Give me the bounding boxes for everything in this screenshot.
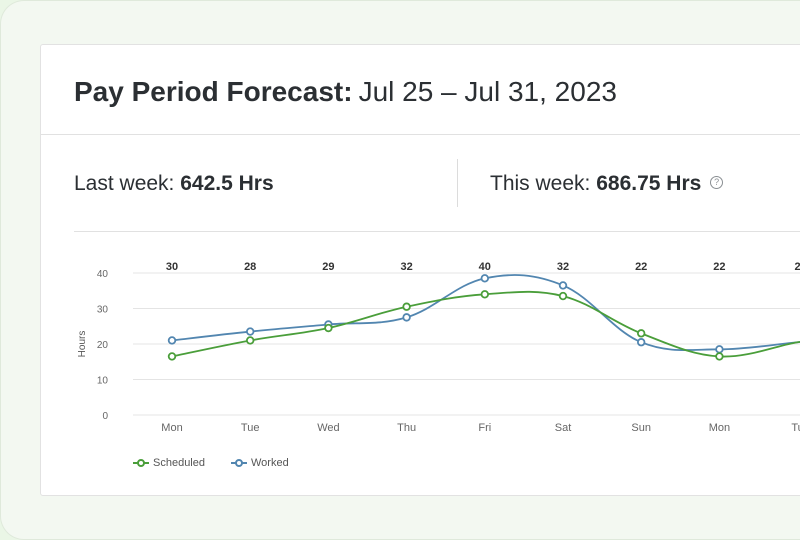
legend-worked-swatch — [231, 458, 247, 468]
stats-row: Last week: 642.5 Hrs This week: 686.75 H… — [41, 135, 800, 231]
forecast-card: Pay Period Forecast: Jul 25 – Jul 31, 202… — [40, 44, 800, 496]
legend-scheduled-label: Scheduled — [153, 457, 205, 469]
legend-worked-label: Worked — [251, 457, 289, 469]
legend-worked[interactable]: Worked — [231, 457, 289, 469]
card-header: Pay Period Forecast: Jul 25 – Jul 31, 202… — [41, 45, 800, 135]
last-week-value: 642.5 Hrs — [180, 172, 274, 195]
last-week-stat: Last week: 642.5 Hrs — [74, 172, 274, 196]
page-title: Pay Period Forecast: Jul 25 – Jul 31, 202… — [74, 76, 617, 108]
last-week-label: Last week: — [74, 172, 175, 195]
title-label: Pay Period Forecast: — [74, 76, 353, 107]
section-divider — [74, 231, 800, 232]
help-circle-icon[interactable]: ? — [710, 175, 724, 189]
legend-scheduled-swatch — [133, 458, 149, 468]
this-week-label: This week: — [490, 172, 591, 195]
this-week-value: 686.75 Hrs — [596, 172, 702, 195]
pay-period-range: Jul 25 – Jul 31, 2023 — [358, 76, 617, 107]
stats-divider — [457, 159, 458, 207]
this-week-stat: This week: 686.75 Hrs ? — [490, 172, 724, 196]
legend-scheduled[interactable]: Scheduled — [133, 457, 205, 469]
